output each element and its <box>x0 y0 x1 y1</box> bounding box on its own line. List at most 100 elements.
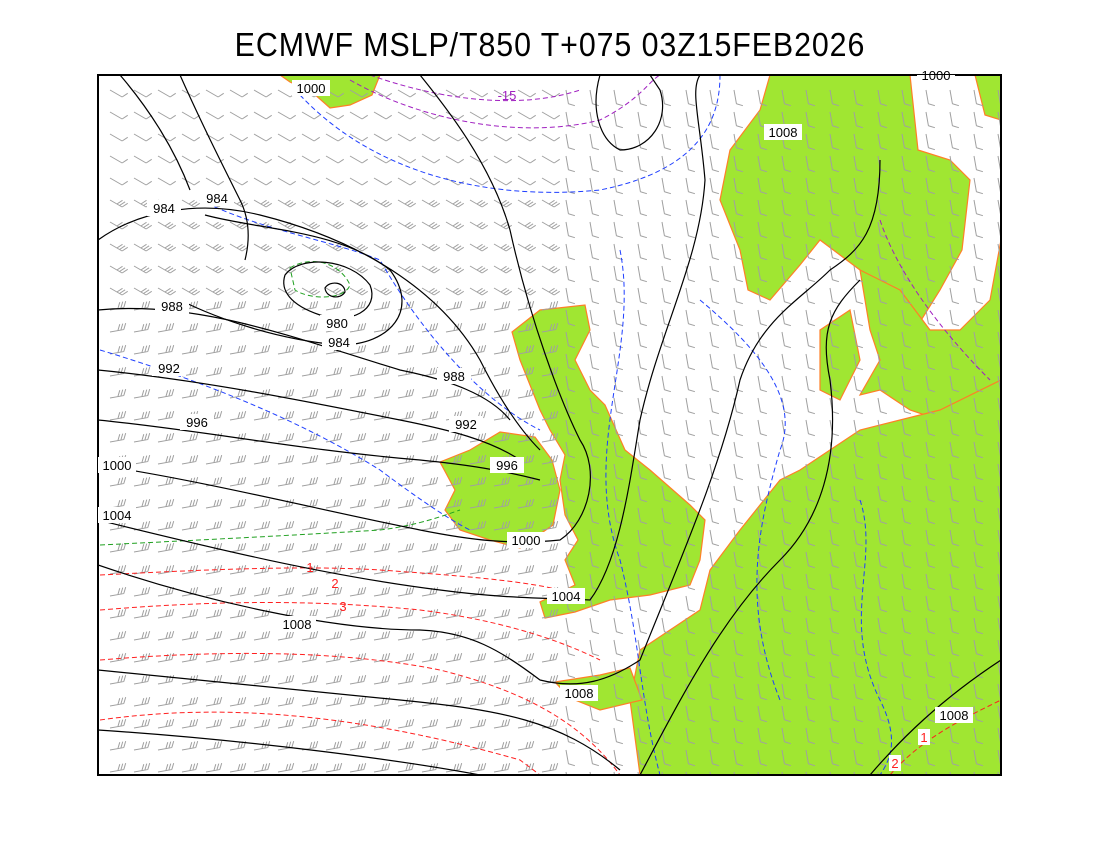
wind-barb <box>253 155 272 164</box>
wind-barb <box>109 564 127 575</box>
wind-barb <box>925 199 936 217</box>
wind-barb <box>397 564 415 575</box>
wind-barb <box>493 740 511 751</box>
wind-barb <box>157 155 176 164</box>
svg-text:996: 996 <box>186 415 208 430</box>
wind-barb <box>901 353 912 371</box>
wind-barb <box>709 485 720 503</box>
svg-text:1004: 1004 <box>103 508 132 523</box>
wind-barb <box>421 630 439 641</box>
wind-barb <box>781 595 792 613</box>
wind-barb <box>517 300 535 311</box>
wind-barb <box>445 322 463 333</box>
wind-barb <box>949 639 960 657</box>
wind-barb <box>445 344 463 355</box>
wind-barb <box>325 388 343 399</box>
wind-barb <box>541 762 559 773</box>
wind-barb <box>229 287 248 296</box>
wind-barb <box>469 133 488 142</box>
wind-barb <box>949 287 960 305</box>
wind-barb <box>565 551 576 569</box>
wind-barb <box>805 265 816 283</box>
wind-barb <box>805 353 816 371</box>
wind-barb <box>109 366 127 377</box>
wind-barb <box>229 586 247 597</box>
wind-barb <box>661 375 672 393</box>
wind-barb <box>205 476 223 487</box>
wind-barb <box>589 661 600 679</box>
wind-barb <box>613 727 624 745</box>
wind-barb <box>541 177 560 186</box>
wind-barb <box>973 617 984 635</box>
wind-barb <box>349 454 367 465</box>
wind-barb <box>877 617 888 635</box>
wind-barb <box>901 221 912 239</box>
wind-barb <box>301 322 319 333</box>
wind-barb <box>949 221 960 239</box>
isobar-label: 996 <box>180 414 214 430</box>
wind-barb <box>685 221 696 239</box>
wind-barb <box>709 155 720 173</box>
wind-barb <box>973 111 984 129</box>
wind-barb <box>229 652 247 663</box>
wind-barb <box>349 265 368 274</box>
wind-barb <box>709 551 720 569</box>
wind-barb <box>229 221 248 230</box>
wind-barb <box>637 111 648 129</box>
wind-barb <box>853 89 864 107</box>
wind-barb <box>781 441 792 459</box>
wind-barb <box>805 221 816 239</box>
wind-barb <box>205 542 223 553</box>
wind-barb <box>733 155 744 173</box>
wind-barb <box>949 133 960 151</box>
wind-barb <box>877 397 888 415</box>
wind-barb <box>469 388 487 399</box>
wind-barb <box>493 564 511 575</box>
wind-barb <box>469 652 487 663</box>
wind-barb <box>253 133 272 142</box>
wind-barb <box>205 762 223 773</box>
wind-barb <box>613 639 624 657</box>
wind-barb <box>589 221 600 239</box>
wind-barb <box>397 718 415 729</box>
wind-barb <box>445 718 463 729</box>
wind-barb <box>445 287 464 296</box>
wind-barb <box>229 133 248 142</box>
wind-barb <box>493 498 511 509</box>
wind-barb <box>421 199 440 208</box>
wind-barb <box>445 155 464 164</box>
wind-barb <box>973 683 984 701</box>
wind-barb <box>517 221 536 230</box>
wind-barb <box>637 89 648 107</box>
wind-barb <box>445 542 463 553</box>
wind-barb <box>109 344 127 355</box>
wind-barb <box>277 177 296 186</box>
wind-barb <box>853 485 864 503</box>
wind-barb <box>205 520 223 531</box>
wind-barb <box>277 344 295 355</box>
wind-barb <box>613 441 624 459</box>
wind-barb <box>589 573 600 591</box>
wind-barb <box>781 287 792 305</box>
wind-barb <box>901 485 912 503</box>
wind-barb <box>781 661 792 679</box>
temperature-labels: -15 1 2 3 1 2 <box>306 88 930 771</box>
wind-barb <box>541 718 559 729</box>
wind-barb <box>757 375 768 393</box>
wind-barb <box>253 608 271 619</box>
wind-barb <box>661 397 672 415</box>
wind-barb <box>781 177 792 195</box>
wind-barb <box>973 419 984 437</box>
wind-barb <box>445 265 464 274</box>
wind-barb <box>637 177 648 195</box>
wind-barb <box>205 89 224 98</box>
wind-barb <box>349 89 368 98</box>
wind-barb <box>733 265 744 283</box>
wind-barb <box>445 652 463 663</box>
wind-barb <box>781 265 792 283</box>
wind-barb <box>541 133 560 142</box>
wind-barb <box>205 300 223 311</box>
wind-barb <box>613 111 624 129</box>
wind-barb <box>853 683 864 701</box>
wind-barb <box>349 476 367 487</box>
